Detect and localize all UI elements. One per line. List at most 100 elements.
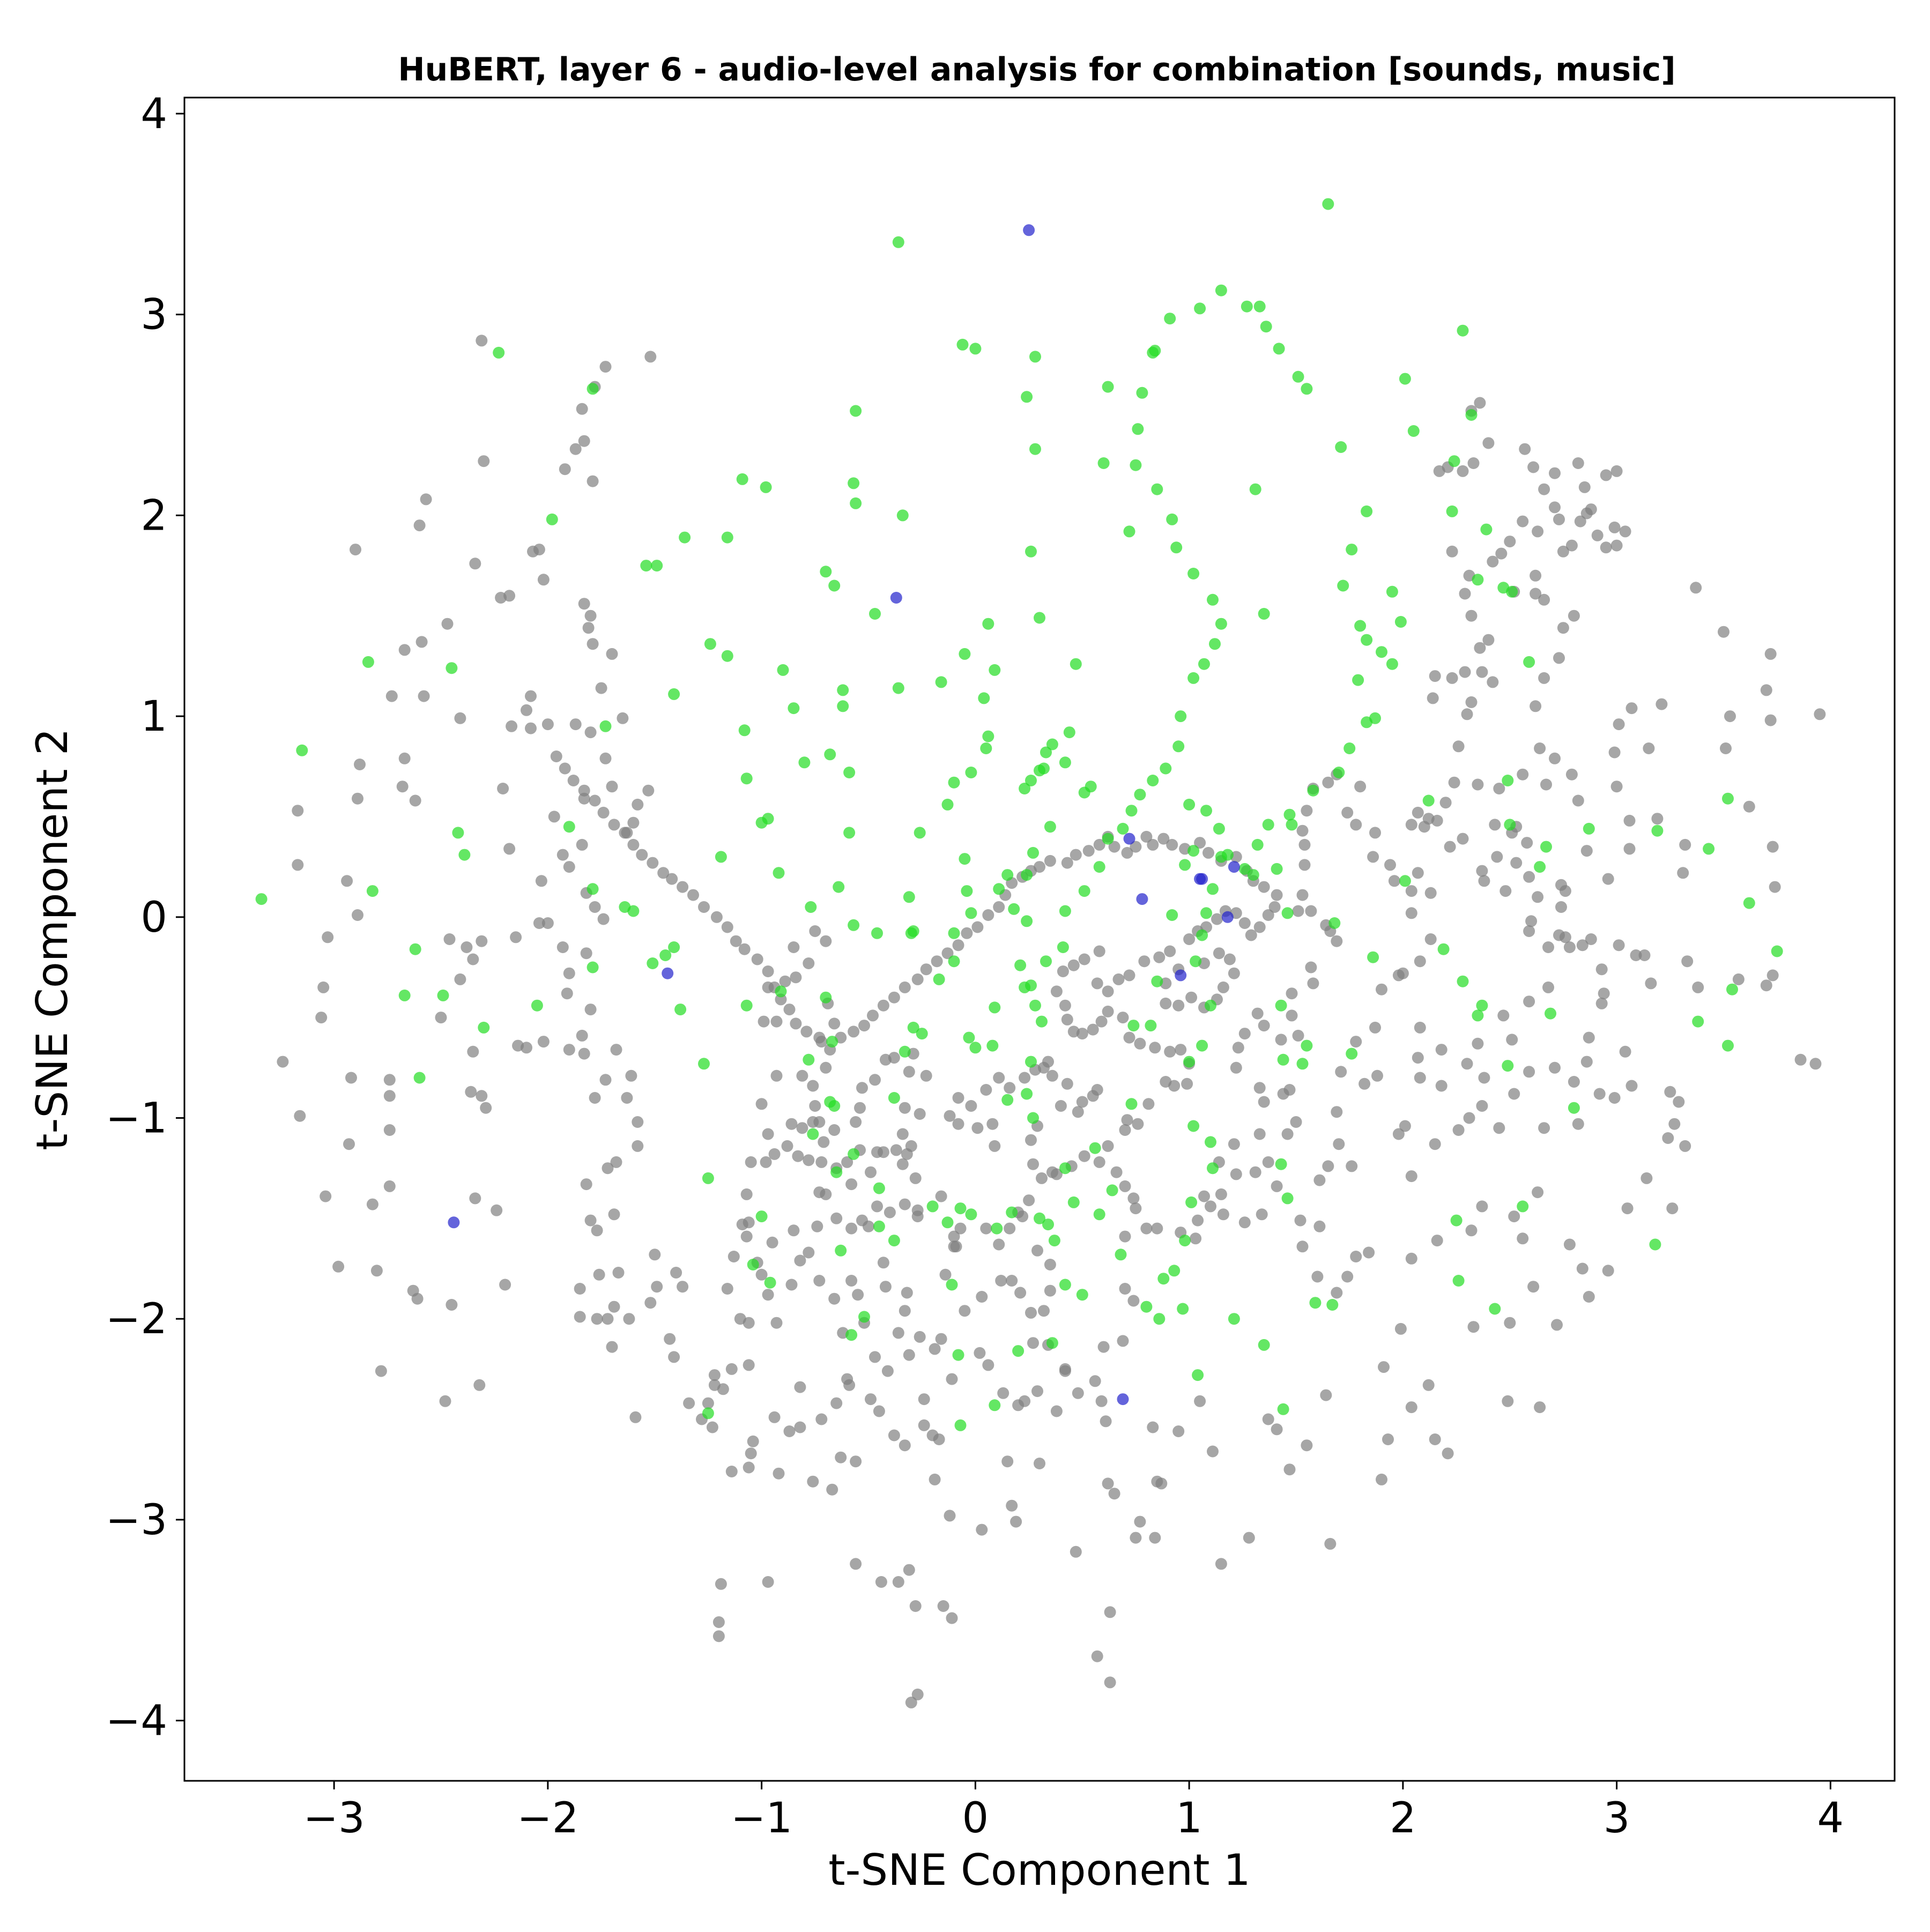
- data-point: [1452, 1275, 1465, 1287]
- data-point: [1369, 827, 1381, 839]
- data-point: [1313, 1220, 1326, 1232]
- plot-area: [255, 198, 1826, 1708]
- data-point: [1271, 1423, 1283, 1436]
- data-point: [1461, 1058, 1473, 1070]
- data-point: [835, 1451, 847, 1463]
- data-point: [954, 1202, 967, 1215]
- y-tick-label: −3: [106, 1496, 167, 1544]
- data-point: [1335, 441, 1347, 453]
- data-point: [1538, 672, 1550, 684]
- data-point: [1119, 1283, 1131, 1295]
- data-point: [1517, 1200, 1529, 1213]
- data-point: [1070, 658, 1082, 670]
- data-point: [1809, 1058, 1822, 1070]
- data-point: [929, 1343, 941, 1355]
- data-point: [875, 1576, 887, 1588]
- data-point: [1542, 941, 1554, 953]
- data-point: [1115, 1249, 1127, 1261]
- data-point: [1029, 351, 1041, 363]
- data-point: [1134, 789, 1146, 801]
- data-point: [666, 873, 678, 885]
- data-point: [1399, 1120, 1411, 1132]
- data-point: [704, 638, 716, 650]
- data-point: [815, 1036, 828, 1048]
- data-point: [828, 1017, 841, 1030]
- data-point: [809, 1100, 821, 1112]
- data-point: [1140, 830, 1153, 843]
- data-point: [1557, 622, 1569, 634]
- data-point: [826, 1036, 838, 1048]
- data-point: [1613, 718, 1625, 731]
- x-tick-label: −2: [517, 1794, 578, 1842]
- data-point: [1583, 1291, 1595, 1303]
- data-point: [1190, 1232, 1202, 1245]
- data-point: [1029, 999, 1041, 1012]
- data-point: [1095, 1015, 1108, 1028]
- data-point: [796, 1122, 808, 1134]
- data-point: [959, 1305, 971, 1317]
- data-point: [1429, 1138, 1441, 1150]
- data-point: [1457, 975, 1469, 987]
- data-point: [725, 1363, 738, 1375]
- data-point: [903, 1349, 915, 1361]
- data-point: [1565, 768, 1578, 781]
- data-point: [1166, 909, 1178, 921]
- data-point: [1142, 1098, 1155, 1110]
- data-point: [1305, 961, 1317, 974]
- data-point: [1140, 1301, 1153, 1313]
- data-point: [1309, 1297, 1322, 1309]
- data-point: [1170, 541, 1183, 554]
- data-point: [1341, 806, 1354, 819]
- data-point: [1286, 987, 1298, 1000]
- data-point: [965, 767, 977, 778]
- data-point: [1414, 1021, 1426, 1034]
- data-point: [610, 1156, 622, 1168]
- data-point: [1296, 889, 1309, 901]
- data-point: [317, 981, 330, 993]
- data-point: [1602, 873, 1614, 885]
- data-point: [944, 1110, 956, 1122]
- data-point: [1574, 515, 1586, 527]
- data-point: [1001, 1455, 1014, 1468]
- data-point: [1001, 869, 1014, 881]
- data-point: [743, 1461, 755, 1474]
- data-point: [1014, 959, 1027, 971]
- data-point: [1187, 568, 1200, 579]
- data-point: [952, 1118, 964, 1130]
- data-point: [948, 927, 960, 939]
- data-point: [1292, 1029, 1304, 1042]
- data-point: [715, 1578, 727, 1590]
- data-point: [1645, 977, 1657, 990]
- data-point: [632, 798, 644, 811]
- data-point: [1044, 1259, 1056, 1270]
- data-point: [736, 473, 748, 485]
- x-tick-label: −3: [303, 1794, 365, 1842]
- data-point: [584, 1004, 597, 1016]
- data-point: [1489, 1303, 1501, 1315]
- data-point: [1200, 805, 1212, 817]
- data-point: [1296, 1240, 1309, 1253]
- data-point: [702, 1397, 714, 1409]
- data-point: [1346, 1160, 1358, 1172]
- data-point: [343, 1138, 355, 1150]
- data-point: [755, 1268, 768, 1281]
- data-point: [1322, 1160, 1334, 1172]
- data-point: [1031, 1244, 1043, 1257]
- data-point: [815, 1413, 828, 1425]
- data-point: [1127, 1192, 1140, 1205]
- data-point: [980, 1222, 992, 1235]
- data-point: [982, 618, 994, 630]
- data-point: [1517, 515, 1529, 527]
- data-point: [1145, 1020, 1157, 1032]
- data-point: [890, 592, 902, 604]
- data-point: [1042, 1218, 1054, 1231]
- data-point: [961, 885, 973, 897]
- data-point: [1151, 975, 1163, 987]
- data-point: [884, 1206, 896, 1218]
- data-point: [1217, 981, 1229, 993]
- data-point: [1476, 1100, 1488, 1112]
- data-point: [1307, 784, 1319, 797]
- data-point: [1457, 833, 1469, 845]
- data-point: [905, 1696, 917, 1708]
